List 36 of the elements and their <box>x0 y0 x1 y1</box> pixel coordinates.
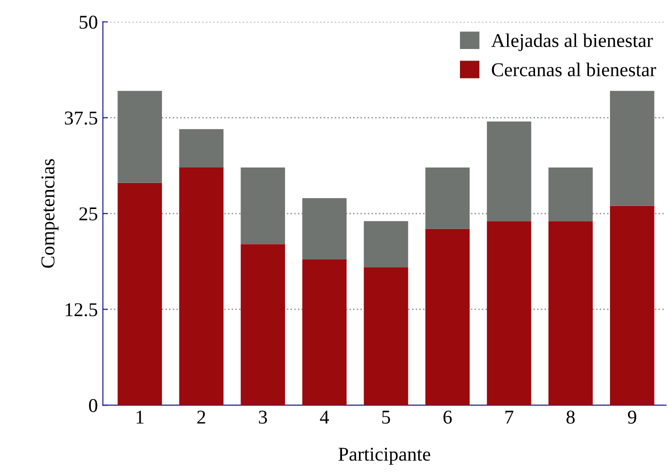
bar <box>610 90 654 206</box>
bar <box>486 221 532 406</box>
x-tick-label: 6 <box>443 410 452 424</box>
x-tick-label: 1 <box>136 410 144 424</box>
x-tick-label: 5 <box>382 410 390 424</box>
y-tick-label: 37.5 <box>64 112 98 125</box>
y-tick-label: 50 <box>80 16 98 29</box>
bar <box>364 221 408 268</box>
bar <box>302 260 347 406</box>
x-tick-label: 4 <box>320 410 329 424</box>
bar <box>118 90 162 183</box>
bar <box>548 221 593 406</box>
y-tick-label: 12.5 <box>66 303 98 316</box>
legend-label: Cercanas al bienestar <box>492 62 656 76</box>
y-tick-label: 25 <box>79 207 98 220</box>
y-tick-label: 0 <box>89 398 98 412</box>
y-axis-title: Competencias <box>41 159 58 268</box>
x-tick-label: 3 <box>258 410 267 424</box>
bar <box>179 129 224 168</box>
bar <box>240 168 286 244</box>
bar <box>425 228 470 406</box>
x-tick-label: 9 <box>628 410 636 424</box>
bar <box>548 168 593 222</box>
x-tick-label: 2 <box>197 410 206 424</box>
bar <box>486 122 532 222</box>
bar <box>302 198 347 260</box>
bar <box>364 267 408 406</box>
bar <box>425 168 470 229</box>
x-tick-label: 7 <box>505 410 514 424</box>
x-tick-label: 8 <box>566 410 575 424</box>
bar <box>240 244 286 406</box>
bar <box>610 206 654 406</box>
x-axis-title: Participante <box>338 448 430 465</box>
bar <box>179 168 224 406</box>
legend-label: Alejadas al bienestar <box>491 33 653 52</box>
bar <box>118 182 162 406</box>
